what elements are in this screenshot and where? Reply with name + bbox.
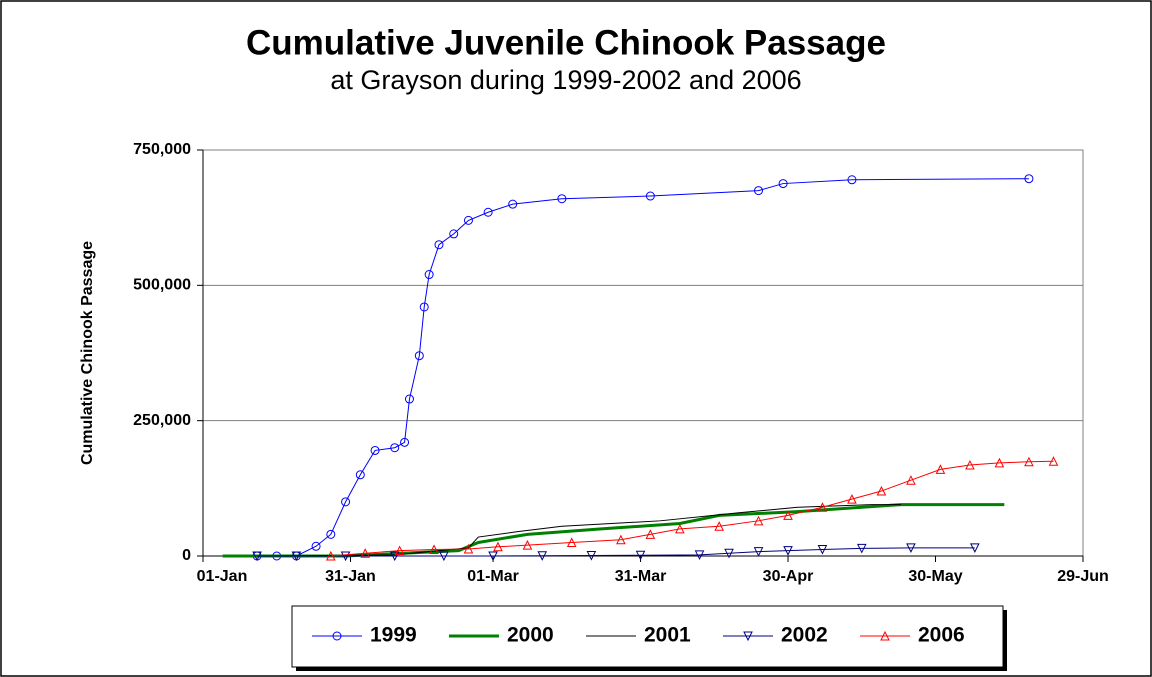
- marker: [483, 207, 493, 217]
- marker: [360, 548, 371, 558]
- marker: [783, 510, 793, 520]
- marker: [429, 544, 439, 555]
- marker: [389, 551, 400, 562]
- marker: [311, 541, 321, 551]
- x-tick-label: 31-Mar: [615, 568, 667, 585]
- marker: [1024, 174, 1034, 184]
- x-tick-label: 29-Jun: [1057, 568, 1109, 585]
- marker: [906, 543, 916, 553]
- marker: [463, 543, 474, 554]
- y-axis-label: Cumulative Chinook Passage: [79, 241, 96, 465]
- marker: [753, 515, 764, 526]
- y-tick-label: 500,000: [133, 277, 191, 294]
- marker: [414, 351, 424, 361]
- marker: [856, 543, 867, 554]
- marker: [675, 523, 685, 534]
- marker: [1024, 456, 1034, 467]
- marker: [880, 630, 890, 641]
- marker: [424, 270, 434, 280]
- chart-title: Cumulative Juvenile Chinook Passage: [246, 23, 886, 62]
- marker: [817, 502, 828, 512]
- marker: [586, 550, 597, 561]
- marker: [400, 437, 410, 447]
- marker: [488, 551, 498, 562]
- marker: [557, 194, 567, 204]
- marker: [522, 540, 533, 550]
- marker: [291, 551, 302, 562]
- marker: [449, 229, 459, 239]
- marker: [753, 547, 764, 557]
- marker: [714, 521, 725, 531]
- marker: [778, 179, 788, 189]
- marker: [493, 541, 503, 552]
- line: [257, 178, 1029, 557]
- marker: [965, 459, 975, 470]
- legend-label: 1999: [370, 624, 417, 647]
- legend-label: 2001: [644, 624, 691, 647]
- y-tick-label: 750,000: [133, 141, 191, 158]
- marker: [326, 550, 336, 561]
- marker: [537, 551, 548, 561]
- x-tick-label: 31-Jan: [325, 568, 376, 585]
- legend-label: 2002: [781, 624, 828, 647]
- marker: [645, 191, 655, 201]
- marker: [783, 546, 793, 556]
- marker: [847, 175, 857, 185]
- legend-label: 2006: [918, 624, 965, 647]
- marker: [326, 529, 336, 539]
- marker: [724, 548, 734, 559]
- marker: [817, 545, 828, 555]
- y-tick-label: 0: [182, 547, 191, 564]
- marker: [935, 464, 946, 474]
- marker: [970, 543, 980, 553]
- marker: [616, 534, 626, 545]
- marker: [754, 186, 764, 196]
- marker: [994, 457, 1005, 468]
- marker: [340, 551, 351, 562]
- marker: [645, 529, 656, 539]
- marker: [394, 545, 405, 556]
- x-tick-label: 30-May: [908, 568, 962, 585]
- marker: [847, 494, 857, 504]
- marker: [341, 497, 351, 507]
- marker: [332, 631, 342, 641]
- y-tick-label: 250,000: [133, 412, 191, 429]
- marker: [1048, 456, 1059, 466]
- x-tick-label: 01-Mar: [467, 568, 519, 585]
- marker: [906, 475, 916, 485]
- marker: [419, 302, 429, 312]
- marker: [434, 240, 444, 250]
- chart-subtitle: at Grayson during 1999-2002 and 2006: [330, 65, 801, 95]
- line: [330, 460, 1054, 557]
- marker: [252, 551, 262, 562]
- marker: [390, 443, 400, 453]
- x-tick-label: 01-Jan: [197, 568, 248, 585]
- marker: [355, 470, 365, 480]
- marker: [876, 485, 887, 496]
- marker: [463, 215, 473, 225]
- x-tick-label: 30-Apr: [763, 568, 814, 585]
- marker: [694, 550, 705, 561]
- marker: [439, 551, 449, 562]
- marker: [508, 199, 518, 209]
- marker: [404, 394, 414, 404]
- marker: [370, 445, 380, 455]
- legend-label: 2000: [507, 624, 554, 647]
- line: [271, 504, 902, 557]
- marker: [635, 550, 646, 561]
- marker: [743, 631, 753, 642]
- marker: [566, 537, 577, 547]
- line: [257, 547, 975, 557]
